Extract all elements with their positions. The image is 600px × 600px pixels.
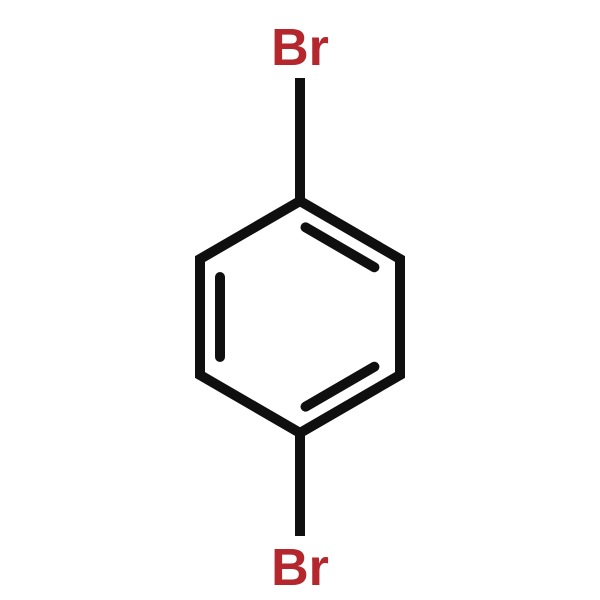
benzene-ring xyxy=(200,201,400,433)
atom-label-br: Br xyxy=(271,539,329,597)
atom-label-br: Br xyxy=(271,19,329,77)
bond-lines xyxy=(200,78,400,536)
molecule-diagram: Br Br xyxy=(0,0,600,600)
